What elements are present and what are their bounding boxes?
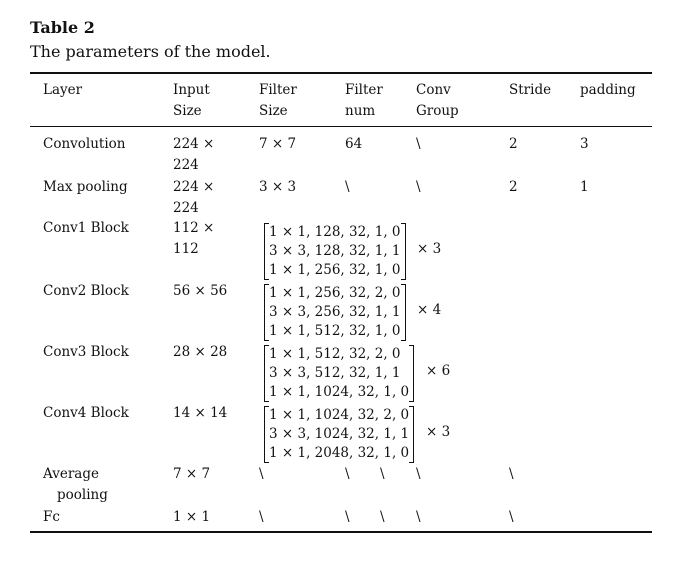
row-fc-filter-size: \ bbox=[259, 509, 264, 525]
matrix-row: 1 × 1, 2048, 32, 1, 0 bbox=[269, 445, 410, 461]
row-avgpool-layer: Average pooling bbox=[43, 464, 108, 506]
row-conv-filter-num: 64 bbox=[345, 136, 363, 152]
row-conv1-layer: Conv1 Block bbox=[43, 220, 129, 236]
header-layer: Layer bbox=[43, 82, 83, 98]
row-conv1-matrix: 1 × 1, 128, 32, 1, 0 3 × 3, 128, 32, 1, … bbox=[264, 223, 406, 280]
header-rule bbox=[30, 126, 652, 127]
header-filter-num-line2: num bbox=[345, 103, 376, 119]
header-conv-group-line2: Group bbox=[416, 103, 459, 119]
row-conv3-matrix: 1 × 1, 512, 32, 2, 0 3 × 3, 512, 32, 1, … bbox=[264, 345, 415, 402]
header-conv-group: Conv Group bbox=[416, 80, 459, 122]
row-maxpool-input-line2: 224 bbox=[173, 200, 199, 216]
row-conv-stride: 2 bbox=[509, 136, 518, 152]
header-input-line1: Input bbox=[173, 82, 210, 98]
matrix-row: 1 × 1, 256, 32, 1, 0 bbox=[269, 262, 401, 278]
row-conv1-input: 112 × 112 bbox=[173, 218, 214, 260]
row-conv3-input: 28 × 28 bbox=[173, 344, 228, 360]
header-stride: Stride bbox=[509, 82, 552, 98]
row-fc-stride: \ bbox=[509, 509, 514, 525]
row-maxpool-padding: 1 bbox=[580, 179, 589, 195]
row-conv2-input: 56 × 56 bbox=[173, 283, 228, 299]
matrix-row: 1 × 1, 1024, 32, 2, 0 bbox=[269, 407, 410, 423]
row-conv-group: \ bbox=[416, 136, 421, 152]
header-filter-num: Filter num bbox=[345, 80, 383, 122]
row-maxpool-input: 224 × 224 bbox=[173, 177, 214, 219]
row-conv4-matrix: 1 × 1, 1024, 32, 2, 0 3 × 3, 1024, 32, 1… bbox=[264, 406, 415, 463]
row-maxpool-stride: 2 bbox=[509, 179, 518, 195]
row-conv-input-line1: 224 × bbox=[173, 136, 215, 152]
row-conv-layer: Convolution bbox=[43, 136, 126, 152]
left-bracket bbox=[264, 406, 269, 463]
left-bracket bbox=[264, 345, 269, 402]
left-bracket bbox=[264, 284, 269, 341]
right-bracket bbox=[400, 284, 406, 341]
right-bracket bbox=[409, 345, 415, 402]
row-conv2-repeat: × 4 bbox=[417, 302, 442, 318]
table-caption: The parameters of the model. bbox=[30, 42, 271, 61]
row-fc-extra: \ bbox=[380, 509, 385, 525]
right-bracket bbox=[409, 406, 415, 463]
row-conv4-repeat: × 3 bbox=[426, 424, 451, 440]
row-avgpool-filter-size: \ bbox=[259, 466, 264, 482]
row-conv2-layer: Conv2 Block bbox=[43, 283, 129, 299]
row-conv4-input: 14 × 14 bbox=[173, 405, 228, 421]
row-avgpool-input: 7 × 7 bbox=[173, 466, 211, 482]
header-filter-num-line1: Filter bbox=[345, 82, 383, 98]
header-filter-size-line2: Size bbox=[259, 103, 288, 119]
row-conv-padding: 3 bbox=[580, 136, 589, 152]
row-maxpool-filter-size: 3 × 3 bbox=[259, 179, 297, 195]
row-conv1-repeat: × 3 bbox=[417, 241, 442, 257]
matrix-row: 3 × 3, 256, 32, 1, 1 bbox=[269, 304, 401, 320]
matrix-row: 1 × 1, 1024, 32, 1, 0 bbox=[269, 384, 410, 400]
matrix-row: 1 × 1, 128, 32, 1, 0 bbox=[269, 224, 401, 240]
row-conv1-input-line2: 112 bbox=[173, 241, 199, 257]
row-avgpool-extra: \ bbox=[380, 466, 385, 482]
header-input-line2: Size bbox=[173, 103, 202, 119]
header-padding: padding bbox=[580, 82, 636, 98]
row-conv-filter-size: 7 × 7 bbox=[259, 136, 297, 152]
row-conv-input: 224 × 224 bbox=[173, 134, 214, 176]
row-maxpool-group: \ bbox=[416, 179, 421, 195]
matrix-row: 1 × 1, 256, 32, 2, 0 bbox=[269, 285, 401, 301]
row-fc-group: \ bbox=[416, 509, 421, 525]
header-filter-size: Filter Size bbox=[259, 80, 297, 122]
row-fc-layer: Fc bbox=[43, 509, 60, 525]
bottom-rule bbox=[30, 531, 652, 533]
header-filter-size-line1: Filter bbox=[259, 82, 297, 98]
left-bracket bbox=[264, 223, 269, 280]
header-input-size: Input Size bbox=[173, 80, 210, 122]
matrix-row: 1 × 1, 512, 32, 2, 0 bbox=[269, 346, 401, 362]
matrix-row: 3 × 3, 128, 32, 1, 1 bbox=[269, 243, 401, 259]
matrix-row: 1 × 1, 512, 32, 1, 0 bbox=[269, 323, 401, 339]
matrix-row: 3 × 3, 1024, 32, 1, 1 bbox=[269, 426, 410, 442]
table-label: Table 2 bbox=[30, 18, 95, 37]
row-conv-input-line2: 224 bbox=[173, 157, 199, 173]
row-avgpool-group: \ bbox=[416, 466, 421, 482]
row-avgpool-filter-num: \ bbox=[345, 466, 350, 482]
top-rule bbox=[30, 72, 652, 74]
row-avgpool-stride: \ bbox=[509, 466, 514, 482]
row-conv2-matrix: 1 × 1, 256, 32, 2, 0 3 × 3, 256, 32, 1, … bbox=[264, 284, 406, 341]
row-avgpool-layer-line1: Average bbox=[43, 466, 99, 482]
row-conv1-input-line1: 112 × bbox=[173, 220, 215, 236]
row-maxpool-filter-num: \ bbox=[345, 179, 350, 195]
row-maxpool-input-line1: 224 × bbox=[173, 179, 215, 195]
row-conv3-layer: Conv3 Block bbox=[43, 344, 129, 360]
row-fc-filter-num: \ bbox=[345, 509, 350, 525]
row-conv4-layer: Conv4 Block bbox=[43, 405, 129, 421]
row-fc-input: 1 × 1 bbox=[173, 509, 211, 525]
right-bracket bbox=[400, 223, 406, 280]
header-conv-group-line1: Conv bbox=[416, 82, 451, 98]
row-conv3-repeat: × 6 bbox=[426, 363, 451, 379]
row-avgpool-layer-line2: pooling bbox=[57, 487, 108, 503]
row-maxpool-layer: Max pooling bbox=[43, 179, 128, 195]
matrix-row: 3 × 3, 512, 32, 1, 1 bbox=[269, 365, 401, 381]
